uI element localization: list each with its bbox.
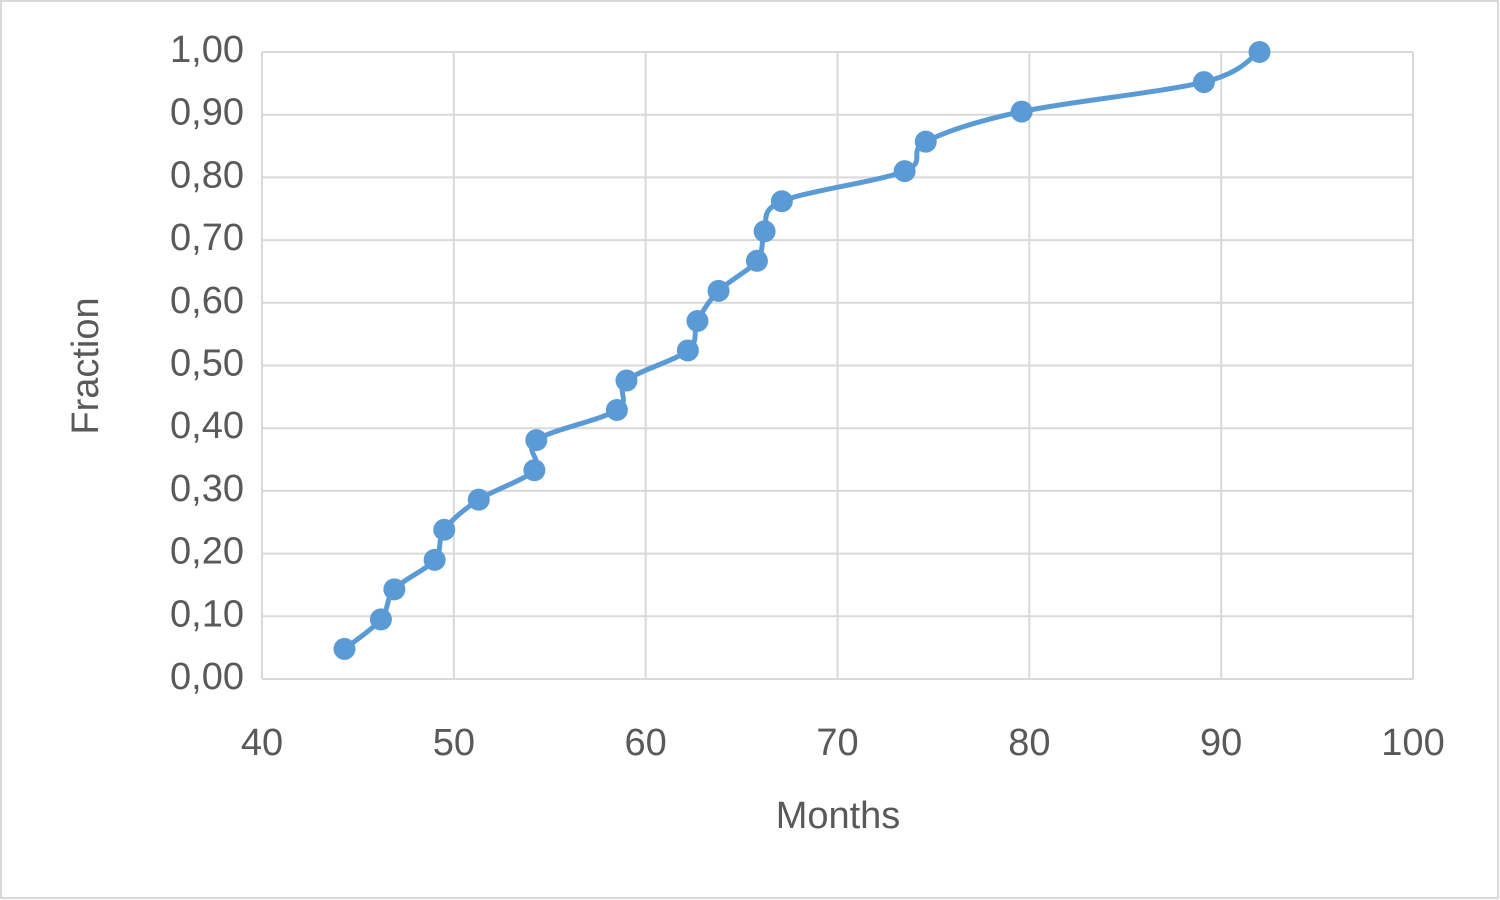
data-point	[523, 459, 546, 482]
y-tick-label: 1,00	[170, 29, 244, 71]
data-point	[369, 608, 392, 631]
data-point	[467, 488, 490, 511]
y-tick-label: 0,00	[170, 656, 244, 698]
data-point	[433, 518, 456, 541]
data-point	[333, 637, 356, 660]
data-point	[383, 578, 406, 601]
x-tick-label: 50	[433, 722, 475, 764]
y-tick-label: 0,90	[170, 92, 244, 134]
data-point	[893, 160, 916, 183]
data-point	[1010, 100, 1033, 123]
y-tick-label: 0,40	[170, 405, 244, 447]
y-tick-label: 0,20	[170, 531, 244, 573]
data-point	[1192, 71, 1215, 94]
y-axis-label: Fraction	[65, 297, 107, 434]
data-point	[525, 429, 548, 452]
x-tick-label: 80	[1008, 722, 1050, 764]
data-point	[770, 190, 793, 213]
data-point	[676, 339, 699, 362]
data-point	[707, 279, 730, 302]
x-axis-label: Months	[776, 795, 901, 837]
data-point	[686, 309, 709, 332]
x-tick-label: 40	[241, 722, 283, 764]
data-point	[1248, 41, 1271, 63]
data-point	[423, 548, 446, 571]
y-tick-label: 0,30	[170, 468, 244, 510]
x-tick-label: 70	[816, 722, 858, 764]
x-tick-label: 100	[1381, 722, 1444, 764]
y-tick-label: 0,50	[170, 343, 244, 385]
y-tick-label: 0,60	[170, 280, 244, 322]
y-tick-label: 0,70	[170, 217, 244, 259]
data-point	[753, 220, 776, 243]
data-point	[615, 369, 638, 392]
x-tick-label: 90	[1200, 722, 1242, 764]
data-point	[914, 130, 937, 153]
data-point	[745, 249, 768, 272]
y-tick-label: 0,10	[170, 593, 244, 635]
x-tick-label: 60	[625, 722, 667, 764]
y-tick-label: 0,80	[170, 154, 244, 196]
data-point	[605, 399, 628, 422]
